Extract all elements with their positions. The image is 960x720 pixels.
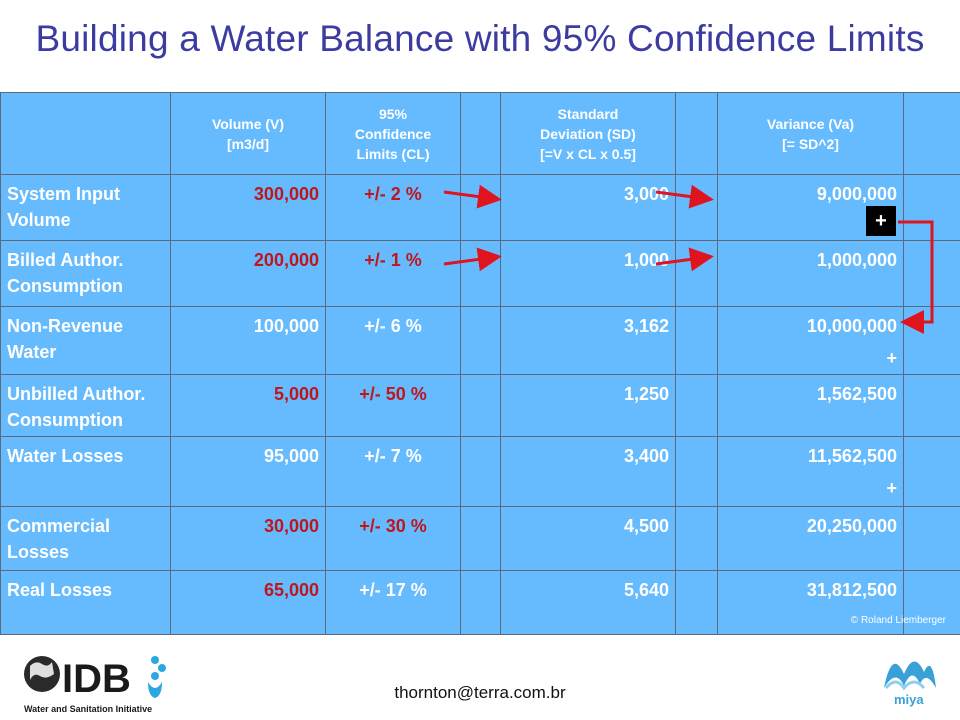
row-spacer	[460, 436, 501, 507]
row-spacer	[903, 436, 960, 507]
header-spacer-1	[460, 92, 501, 175]
row-standard-deviation: 1,250	[500, 374, 676, 437]
header-sd-line2: Deviation (SD)	[540, 125, 636, 142]
header-cl-line3: Limits (CL)	[356, 145, 430, 162]
row-spacer	[675, 506, 718, 571]
table-row: Commercial Losses 30,000 +/- 30 % 4,500 …	[0, 506, 960, 571]
table-row: Non-Revenue Water 100,000 +/- 6 % 3,162 …	[0, 306, 960, 375]
table-row: Billed Author. Consumption 200,000 +/- 1…	[0, 240, 960, 307]
row-variance: 20,250,000	[717, 506, 904, 571]
row-label: Unbilled Author. Consumption	[0, 374, 171, 437]
row-spacer	[460, 174, 501, 241]
row-spacer	[675, 570, 718, 635]
row-spacer	[460, 374, 501, 437]
row-volume: 200,000	[170, 240, 326, 307]
miya-logo-text: miya	[894, 692, 924, 707]
row-standard-deviation: 3,000	[500, 174, 676, 241]
plus-box: +	[866, 206, 896, 236]
row-confidence-limit: +/- 7 %	[325, 436, 461, 507]
row-label: Water Losses	[0, 436, 171, 507]
row-variance: 11,562,500	[807, 446, 897, 466]
footer-email: thornton@terra.com.br	[394, 683, 566, 702]
idb-logo: IDB Water and Sanitation Initiative	[24, 656, 166, 714]
row-spacer	[903, 306, 960, 375]
row-variance: 10,000,000	[806, 316, 897, 336]
table-row: Unbilled Author. Consumption 5,000 +/- 5…	[0, 374, 960, 437]
row-confidence-limit: +/- 17 %	[325, 570, 461, 635]
plus-sign: +	[886, 478, 897, 498]
plus-sign: +	[886, 348, 897, 368]
row-confidence-limit: +/- 2 %	[325, 174, 461, 241]
row-label: Non-Revenue Water	[0, 306, 171, 375]
header-var-line1: Variance (Va)	[766, 115, 855, 132]
row-spacer	[460, 306, 501, 375]
row-spacer	[903, 240, 960, 307]
header-spacer-2	[675, 92, 718, 175]
row-standard-deviation: 5,640	[500, 570, 676, 635]
idb-logo-subtitle: Water and Sanitation Initiative	[24, 704, 152, 714]
row-variance: 31,812,500	[717, 570, 904, 635]
copyright-notice: © Roland Liemberger	[850, 615, 946, 626]
row-volume: 65,000	[170, 570, 326, 635]
row-spacer	[903, 174, 960, 241]
row-standard-deviation: 3,400	[500, 436, 676, 507]
miya-logo: miya	[884, 661, 936, 707]
row-confidence-limit: +/- 1 %	[325, 240, 461, 307]
row-variance-cell: 10,000,000 +	[717, 306, 904, 375]
header-empty-cell	[0, 92, 171, 175]
row-label: System Input Volume	[0, 174, 171, 241]
header-var-line2: [= SD^2]	[782, 135, 839, 152]
row-spacer	[675, 174, 718, 241]
header-volume: Volume (V) [m3/d]	[170, 92, 326, 175]
row-volume: 100,000	[170, 306, 326, 375]
header-volume-line2: [m3/d]	[227, 135, 269, 152]
header-standard-deviation: Standard Deviation (SD) [=V x CL x 0.5]	[500, 92, 676, 175]
water-balance-table-area: Volume (V) [m3/d] 95% Confidence Limits …	[0, 92, 960, 635]
header-cl-line1: 95%	[378, 105, 408, 122]
row-spacer	[675, 306, 718, 375]
header-sd-line1: Standard	[557, 105, 619, 122]
idb-logo-text: IDB	[62, 657, 131, 701]
table-row: Real Losses 65,000 +/- 17 % 5,640 31,812…	[0, 570, 960, 635]
row-confidence-limit: +/- 50 %	[325, 374, 461, 437]
row-spacer	[903, 374, 960, 437]
row-spacer	[675, 240, 718, 307]
row-volume: 5,000	[170, 374, 326, 437]
row-variance-cell: 11,562,500 +	[717, 436, 904, 507]
header-variance: Variance (Va) [= SD^2]	[717, 92, 904, 175]
header-volume-line1: Volume (V)	[211, 115, 285, 132]
table-row: Water Losses 95,000 +/- 7 % 3,400 11,562…	[0, 436, 960, 507]
table-row: System Input Volume 300,000 +/- 2 % 3,00…	[0, 174, 960, 241]
row-spacer	[675, 436, 718, 507]
header-confidence-limits: 95% Confidence Limits (CL)	[325, 92, 461, 175]
water-balance-table: Volume (V) [m3/d] 95% Confidence Limits …	[0, 92, 960, 635]
header-spacer-3	[903, 92, 960, 175]
header-row: Volume (V) [m3/d] 95% Confidence Limits …	[0, 92, 960, 175]
header-cl-line2: Confidence	[354, 125, 432, 142]
row-volume: 30,000	[170, 506, 326, 571]
header-sd-line3: [=V x CL x 0.5]	[540, 145, 636, 162]
row-variance: 1,000,000	[717, 240, 904, 307]
row-spacer	[460, 240, 501, 307]
row-label: Billed Author. Consumption	[0, 240, 171, 307]
row-spacer	[903, 506, 960, 571]
row-confidence-limit: +/- 6 %	[325, 306, 461, 375]
row-volume: 95,000	[170, 436, 326, 507]
row-standard-deviation: 3,162	[500, 306, 676, 375]
slide-title: Building a Water Balance with 95% Confid…	[35, 18, 925, 59]
row-variance: 1,562,500	[717, 374, 904, 437]
row-standard-deviation: 1,000	[500, 240, 676, 307]
row-label: Real Losses	[0, 570, 171, 635]
row-spacer	[460, 570, 501, 635]
row-volume: 300,000	[170, 174, 326, 241]
row-confidence-limit: +/- 30 %	[325, 506, 461, 571]
row-spacer	[460, 506, 501, 571]
row-standard-deviation: 4,500	[500, 506, 676, 571]
row-spacer	[675, 374, 718, 437]
row-label: Commercial Losses	[0, 506, 171, 571]
